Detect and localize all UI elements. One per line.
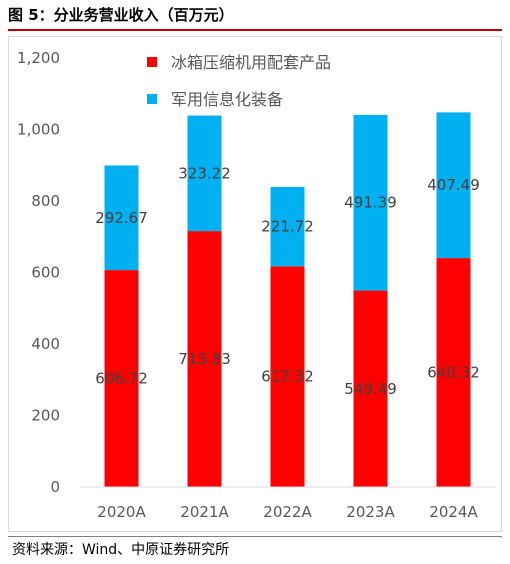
bar-military-info-2020A: [104, 165, 139, 271]
source-note: 资料来源：Wind、中原证券研究所: [12, 542, 230, 558]
data-label: 221.72: [261, 218, 314, 236]
data-label: 715.83: [178, 350, 231, 368]
data-label: 549.49: [344, 380, 397, 398]
bar-compressor-products-2024A: [436, 258, 471, 487]
y-tick-label: 400: [31, 335, 60, 353]
bottom-rule: [8, 536, 502, 537]
figure-title: 图 5：分业务营业收入（百万元）: [8, 6, 234, 24]
bar-compressor-products-2021A: [187, 231, 222, 487]
data-label: 617.32: [261, 368, 314, 386]
y-tick-label: 1,200: [17, 49, 60, 67]
legend-swatch: [147, 57, 157, 67]
x-axis: 2020A 2021A 2022A 2023A 2024A: [80, 486, 495, 521]
bar-series: 606.72 292.67 715.83 323.22 617.32 221.72 549.…: [95, 112, 480, 487]
y-tick-label: 200: [31, 407, 60, 425]
bar-compressor-products-2020A: [104, 270, 139, 487]
bar-military-info-2024A: [436, 112, 471, 259]
x-tick-label: 2021A: [180, 503, 229, 521]
bar-military-info-2021A: [187, 115, 222, 232]
y-axis: 0 200 400 600 800 1,000 1,200: [17, 49, 60, 496]
data-label: 323.22: [178, 164, 231, 182]
data-label: 407.49: [427, 176, 480, 194]
title-rule: [8, 29, 502, 31]
y-tick-label: 600: [31, 264, 60, 282]
bar-compressor-products-2023A: [353, 290, 388, 487]
bar-compressor-products-2022A: [270, 266, 305, 487]
data-label: 292.67: [95, 209, 148, 227]
data-label: 640.32: [427, 364, 480, 382]
y-tick-label: 1,000: [17, 121, 60, 139]
legend-label: 冰箱压缩机用配套产品: [171, 53, 331, 72]
x-tick-label: 2024A: [429, 503, 478, 521]
bar-military-info-2023A: [353, 114, 388, 291]
x-tick-label: 2023A: [346, 503, 395, 521]
legend-label: 军用信息化装备: [171, 90, 283, 109]
data-label: 491.39: [344, 194, 397, 212]
chart-frame: [8, 36, 502, 532]
data-label: 606.72: [95, 370, 148, 388]
legend-swatch: [147, 94, 157, 104]
y-tick-label: 0: [50, 478, 60, 496]
x-tick-label: 2022A: [263, 503, 312, 521]
x-tick-label: 2020A: [97, 503, 146, 521]
y-tick-label: 800: [31, 192, 60, 210]
bar-military-info-2022A: [270, 187, 305, 267]
